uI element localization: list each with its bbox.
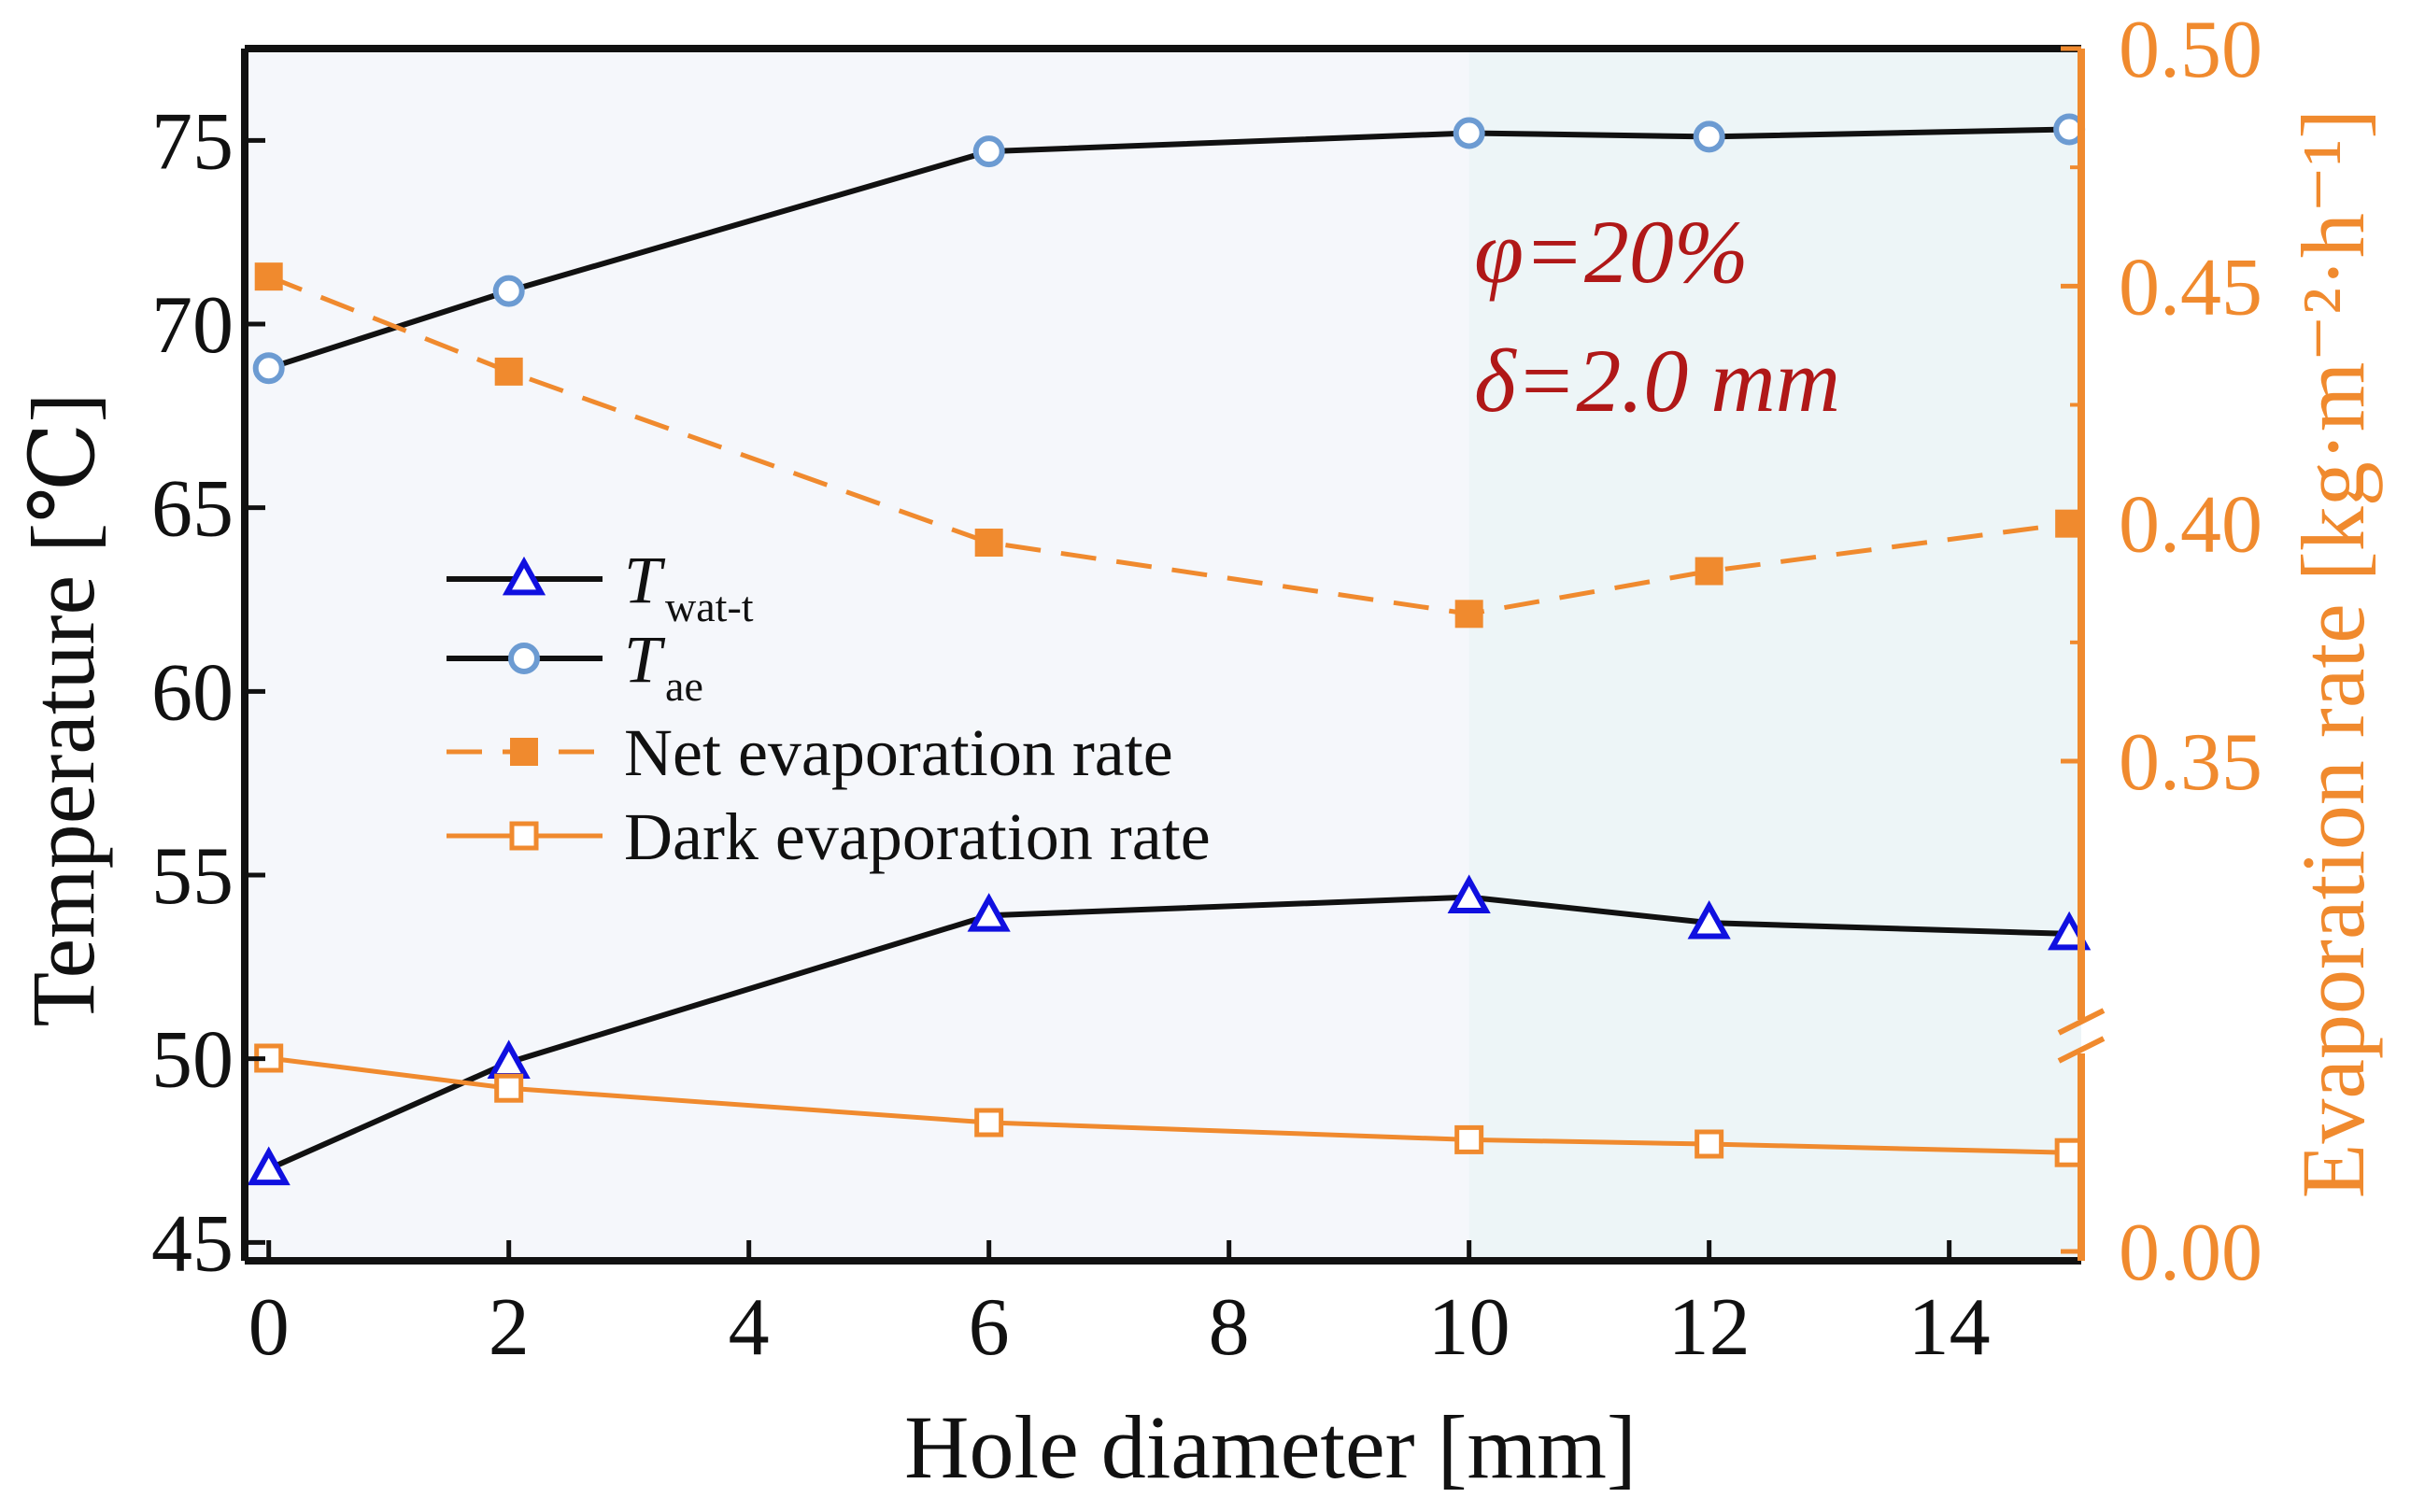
series-line-2 [267, 274, 2070, 616]
legend-item-3: Dark evaporation rate [447, 799, 1211, 874]
y-left-tick-label-1: 50 [151, 1015, 234, 1106]
legend-item-2: Net evaporation rate [447, 715, 1173, 790]
y-left-tick-label-6: 75 [151, 96, 234, 187]
data-point-1-4 [1693, 120, 1725, 153]
legend-marker-0 [502, 556, 546, 596]
data-point-2-4 [1695, 557, 1723, 586]
data-point-1-0 [252, 352, 285, 385]
legend-label-main-1: T [624, 622, 666, 697]
y-right-tick-label-2: 0.40 [2119, 480, 2262, 571]
x-tick-label-6: 12 [1668, 1282, 1751, 1373]
data-point-0-3 [1447, 874, 1491, 913]
y-right-tick-label-0: 0.00 [2119, 1208, 2262, 1298]
legend-label-sub-0: wat-t [665, 583, 754, 630]
annotation-delta: δ=2.0 mm [1474, 331, 1840, 431]
legend-marker-1 [508, 643, 540, 674]
legend-item-0: Twat-t [447, 543, 754, 630]
data-point-3-1 [494, 1073, 524, 1103]
data-point-0-4 [1687, 899, 1731, 940]
data-point-2-0 [254, 262, 283, 291]
data-point-3-2 [974, 1108, 1004, 1138]
data-point-0-2 [967, 893, 1011, 932]
legend-label-sub-1: ae [665, 662, 703, 710]
y-left-tick-label-3: 60 [151, 647, 234, 738]
axes-frame [241, 45, 2106, 1265]
data-point-2-1 [494, 357, 523, 386]
series-layer [247, 113, 2092, 1186]
legend-label-3: Dark evaporation rate [624, 799, 1211, 874]
y-axis-left-title: Temperature [℃] [13, 393, 113, 1027]
x-tick-label-4: 8 [1209, 1282, 1250, 1373]
x-tick-label-0: 0 [248, 1282, 290, 1373]
legend-item-1: Tae [447, 622, 703, 710]
axis-break-mark-lower [2057, 1036, 2106, 1064]
data-point-3-4 [1695, 1129, 1724, 1159]
y-left-tick-label-4: 65 [151, 464, 234, 555]
x-tick-label-7: 14 [1908, 1282, 1991, 1373]
axis-break-mark-upper [2057, 1008, 2106, 1036]
data-point-0-0 [247, 1146, 291, 1186]
y-axis-right-title: Evaporation rate [kg·m⁻²·h⁻¹] [2283, 109, 2383, 1198]
series-1 [252, 113, 2086, 385]
y-left-tick-label-0: 45 [151, 1198, 234, 1289]
x-tick-label-2: 4 [729, 1282, 770, 1373]
series-3 [254, 1043, 2084, 1167]
x-tick-label-1: 2 [489, 1282, 530, 1373]
legend-label-main-0: T [624, 543, 666, 617]
data-point-1-1 [492, 275, 525, 307]
data-point-2-2 [974, 529, 1003, 558]
x-tick-label-5: 10 [1428, 1282, 1510, 1373]
x-axis-title: Hole diameter [mm] [904, 1397, 1637, 1497]
tick-labels: 0 2 4 6 8 10 12 14 45 50 55 60 65 70 75 0.00 0.35 0.40 0.4… [151, 5, 2262, 1373]
legend-label-2: Net evaporation rate [624, 715, 1173, 790]
y-left-tick-label-2: 55 [151, 831, 234, 922]
legend-marker-2 [510, 738, 538, 766]
data-point-1-3 [1453, 117, 1485, 149]
data-point-1-2 [972, 135, 1005, 168]
series-line-3 [268, 1055, 2070, 1155]
y-left-tick-label-5: 70 [151, 280, 234, 371]
data-point-2-3 [1454, 600, 1483, 629]
x-tick-label-3: 6 [969, 1282, 1010, 1373]
y-right-tick-label-1: 0.35 [2119, 717, 2262, 808]
legend-label-1: Tae [624, 622, 703, 710]
series-line-1 [267, 126, 2070, 372]
plot-background [245, 49, 2081, 1261]
legend-label-0: Twat-t [624, 543, 754, 630]
annotation-phi: φ=20% [1474, 202, 1749, 302]
series-line-0 [267, 894, 2070, 1172]
series-0 [247, 874, 2092, 1186]
shaded-region [1468, 49, 2081, 1261]
data-point-3-3 [1454, 1124, 1484, 1154]
y-right-tick-label-4: 0.50 [2119, 5, 2262, 95]
y-right-tick-label-3: 0.45 [2119, 242, 2262, 332]
legend-marker-3 [509, 821, 539, 851]
